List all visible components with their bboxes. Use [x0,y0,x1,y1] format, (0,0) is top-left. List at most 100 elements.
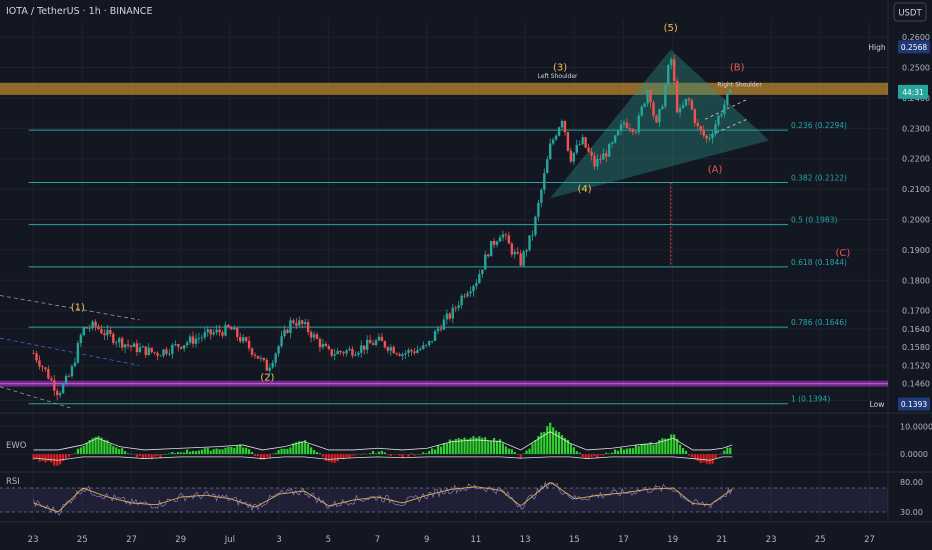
axis-layer: 23 25 27 29 Jul 3 5 7 9 11 13 15 17 19 21 23 25 270.26000… [28,33,932,545]
candle-body [365,339,369,350]
candle-body [457,305,460,308]
candle-body [590,151,593,156]
candle-body [342,352,345,354]
candle-body [528,235,531,251]
candle-body [182,345,186,349]
ewo-bar [640,443,643,455]
candle-body [112,333,115,343]
candle-body [109,330,112,334]
ewo-bar [705,454,708,464]
ewo-bar [324,454,327,461]
ewo-panel[interactable] [0,422,888,466]
candle-body [442,319,446,330]
candle-body [481,269,484,275]
candle-body [147,347,150,356]
x-tick-label: 3 [276,535,281,545]
candle-body [73,362,77,367]
ewo-title: EWO [6,441,27,451]
ewo-bar [351,454,354,456]
candle-body [67,375,71,377]
candle-body [436,328,440,332]
price-panel[interactable]: 0.236 (0.2294) 0.382 (0.2122) 0.5 (0.1983)… [0,23,888,409]
candle-body [106,330,109,336]
wave-label: (1) [71,303,85,314]
ewo-bar [295,442,298,455]
current-price-timer: 44:31 [902,88,924,97]
currency-button[interactable]: USDT [893,2,927,22]
rsi-panel[interactable] [0,481,888,516]
ewo-bar [245,447,248,455]
candle-body [265,359,269,371]
trend-line [0,337,140,366]
candle-body [76,343,80,363]
candle-body [543,173,546,190]
ewo-bar [643,443,646,455]
ewo-bar [79,447,82,455]
ewo-bar [593,454,596,457]
ewo-bar [555,430,558,455]
x-tick-label: 15 [569,535,580,545]
candle-body [129,345,133,348]
ewo-bar [599,454,602,456]
ewo-bar [277,450,280,455]
ewo-bar [661,438,664,455]
x-tick-label: 5 [326,535,331,545]
ewo-bar [327,454,330,462]
ewo-bar [519,454,522,459]
ewo-bar [628,448,632,455]
candle-body [56,390,59,396]
ewo-bar [188,451,192,455]
candle-body [634,131,638,133]
x-tick-label: 29 [175,535,186,545]
y-tick-label: 0.2000 [902,216,930,225]
candle-body [569,150,573,162]
ewo-bar [132,454,136,455]
ewo-bar [425,453,428,455]
candle-body [610,142,614,145]
candle-body [274,353,277,363]
candle-body [519,253,522,266]
candle-body [236,327,239,337]
ewo-bar [224,447,227,455]
ewo-bar [174,453,177,455]
ewo-bar [307,443,310,455]
ewo-bar [88,440,91,455]
candle-body [224,324,227,336]
candle-body [631,129,635,132]
ewo-bar [369,453,372,455]
ewo-bar [35,454,38,459]
ewo-bar [475,437,478,455]
candle-body [79,335,83,344]
candle-body [188,336,192,343]
ewo-bar [180,452,183,455]
candle-body [345,350,348,354]
ewo-bar [451,440,454,455]
ewo-bar [135,454,139,458]
candle-body [560,120,564,128]
candle-body [94,321,97,327]
ewo-bar [658,440,661,455]
ewo-bar [82,445,85,455]
ewo-bar [569,444,572,455]
candle-body [469,291,472,294]
ewo-bar [605,452,608,455]
candle-body [484,254,487,270]
ewo-bar [280,448,283,455]
x-tick-label: 19 [667,535,678,545]
ewo-bar [587,454,590,459]
ewo-bar [47,454,50,461]
ewo-bar [401,454,404,458]
ewo-bar [97,436,100,455]
ewo-bar [339,454,342,459]
candle-body [239,336,242,342]
ewo-bar [76,448,79,455]
ewo-bar [729,447,732,455]
ewo-bar [431,448,434,455]
ewo-bar [227,446,230,455]
ewo-bar [711,454,714,464]
candle-body [244,337,248,341]
candle-body [448,313,452,319]
candle-body [241,337,245,342]
ewo-bar [191,450,195,455]
